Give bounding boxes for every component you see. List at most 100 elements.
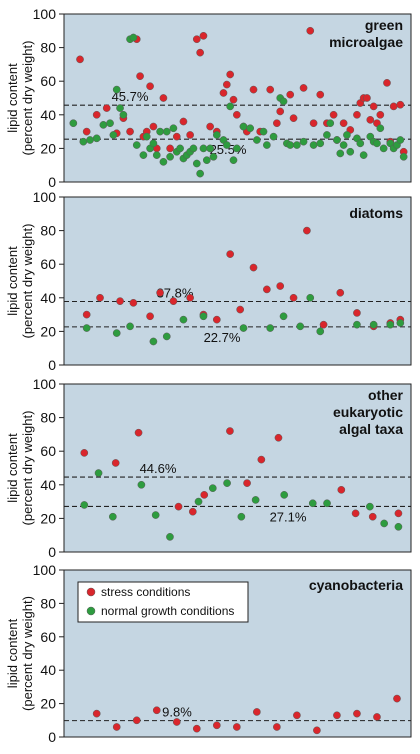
normal-point [296, 322, 305, 331]
y-tick-label: 40 [40, 107, 56, 123]
stress-point [337, 485, 346, 494]
stress-point [112, 723, 121, 731]
normal-point [343, 131, 351, 139]
stress-point [219, 89, 228, 97]
stress-point [363, 94, 371, 102]
normal-point [206, 144, 214, 153]
normal-point [189, 144, 198, 153]
y-tick-label: 0 [48, 174, 56, 190]
legend-normal-marker [86, 606, 96, 616]
stress-point [212, 721, 221, 730]
normal-point [326, 119, 335, 128]
normal-point [237, 512, 246, 521]
stress-point [273, 723, 281, 731]
normal-point [251, 496, 260, 504]
normal-point [316, 327, 325, 336]
stress-point [303, 226, 311, 235]
normal-point [209, 152, 218, 161]
stress-point [166, 144, 174, 153]
mean-line-label: 22.7% [204, 330, 241, 345]
y-tick-label: 40 [40, 662, 56, 678]
normal-point [139, 151, 148, 159]
normal-point [176, 144, 184, 153]
stress-point [376, 110, 385, 119]
stress-point [236, 305, 245, 314]
stress-point [116, 297, 124, 306]
y-axis-label-line-2: (percent dry weight) [20, 411, 35, 526]
normal-point [196, 169, 204, 178]
stress-point [146, 82, 154, 91]
normal-point [222, 141, 231, 149]
normal-point [142, 132, 151, 141]
y-tick-label: 40 [40, 290, 56, 306]
normal-point [149, 337, 158, 346]
normal-point [82, 324, 91, 332]
stress-point [353, 709, 361, 718]
normal-point [106, 119, 114, 128]
normal-point [279, 312, 288, 321]
stress-point [339, 119, 348, 128]
normal-point [379, 144, 388, 153]
stress-point [206, 122, 214, 131]
stress-point [273, 119, 281, 128]
normal-point [339, 141, 348, 149]
stress-point [132, 716, 141, 725]
y-tick-label: 80 [40, 223, 56, 239]
y-axis-label-line-1: lipid content [5, 433, 20, 503]
stress-point [200, 491, 209, 499]
stress-point [169, 297, 178, 306]
y-tick-label: 0 [48, 357, 56, 373]
stress-point [289, 293, 298, 302]
normal-point [309, 141, 318, 149]
normal-point [152, 151, 161, 159]
stress-point [102, 104, 111, 112]
stress-point [353, 110, 361, 119]
stress-point [226, 427, 234, 435]
normal-point [132, 141, 141, 149]
stress-point [111, 459, 120, 467]
stress-point [92, 709, 101, 718]
y-tick-label: 100 [33, 189, 57, 205]
normal-point [263, 141, 271, 149]
y-tick-label: 100 [33, 6, 57, 22]
normal-point [308, 499, 317, 508]
normal-point [246, 124, 255, 133]
normal-point [156, 127, 164, 136]
stress-point [212, 315, 221, 324]
stress-point [319, 320, 328, 329]
stress-point [299, 84, 308, 92]
stress-point [394, 509, 403, 518]
normal-point [126, 322, 134, 331]
stress-point [293, 711, 301, 720]
panel-title-line: cyanobacteria [309, 577, 403, 593]
panel-title-line: microalgae [329, 34, 403, 50]
stress-point [253, 708, 261, 716]
normal-point [286, 141, 295, 149]
legend-box [77, 581, 249, 623]
stress-point [80, 449, 89, 457]
stress-point [149, 122, 158, 131]
mean-line-label: 44.6% [140, 461, 177, 476]
normal-point [299, 137, 308, 146]
normal-point [79, 137, 88, 146]
panel-title-line: algal taxa [339, 421, 403, 437]
normal-point [346, 147, 355, 156]
y-tick-label: 20 [40, 323, 56, 339]
normal-point [116, 104, 124, 112]
mean-line-label: 27.1% [270, 509, 307, 524]
stress-point [199, 31, 208, 40]
stress-point [333, 711, 341, 720]
stress-point [243, 479, 251, 487]
y-tick-label: 80 [40, 40, 56, 56]
y-tick-label: 80 [40, 410, 56, 426]
stress-point [92, 110, 101, 119]
stress-point [289, 114, 298, 123]
y-axis-label: lipid content(percent dry weight) [5, 41, 35, 156]
y-tick-label: 60 [40, 73, 56, 89]
normal-point [151, 511, 160, 519]
normal-point [86, 136, 94, 144]
normal-point [194, 497, 203, 506]
stress-point [329, 110, 338, 119]
normal-point [259, 127, 268, 136]
normal-point [212, 131, 221, 139]
